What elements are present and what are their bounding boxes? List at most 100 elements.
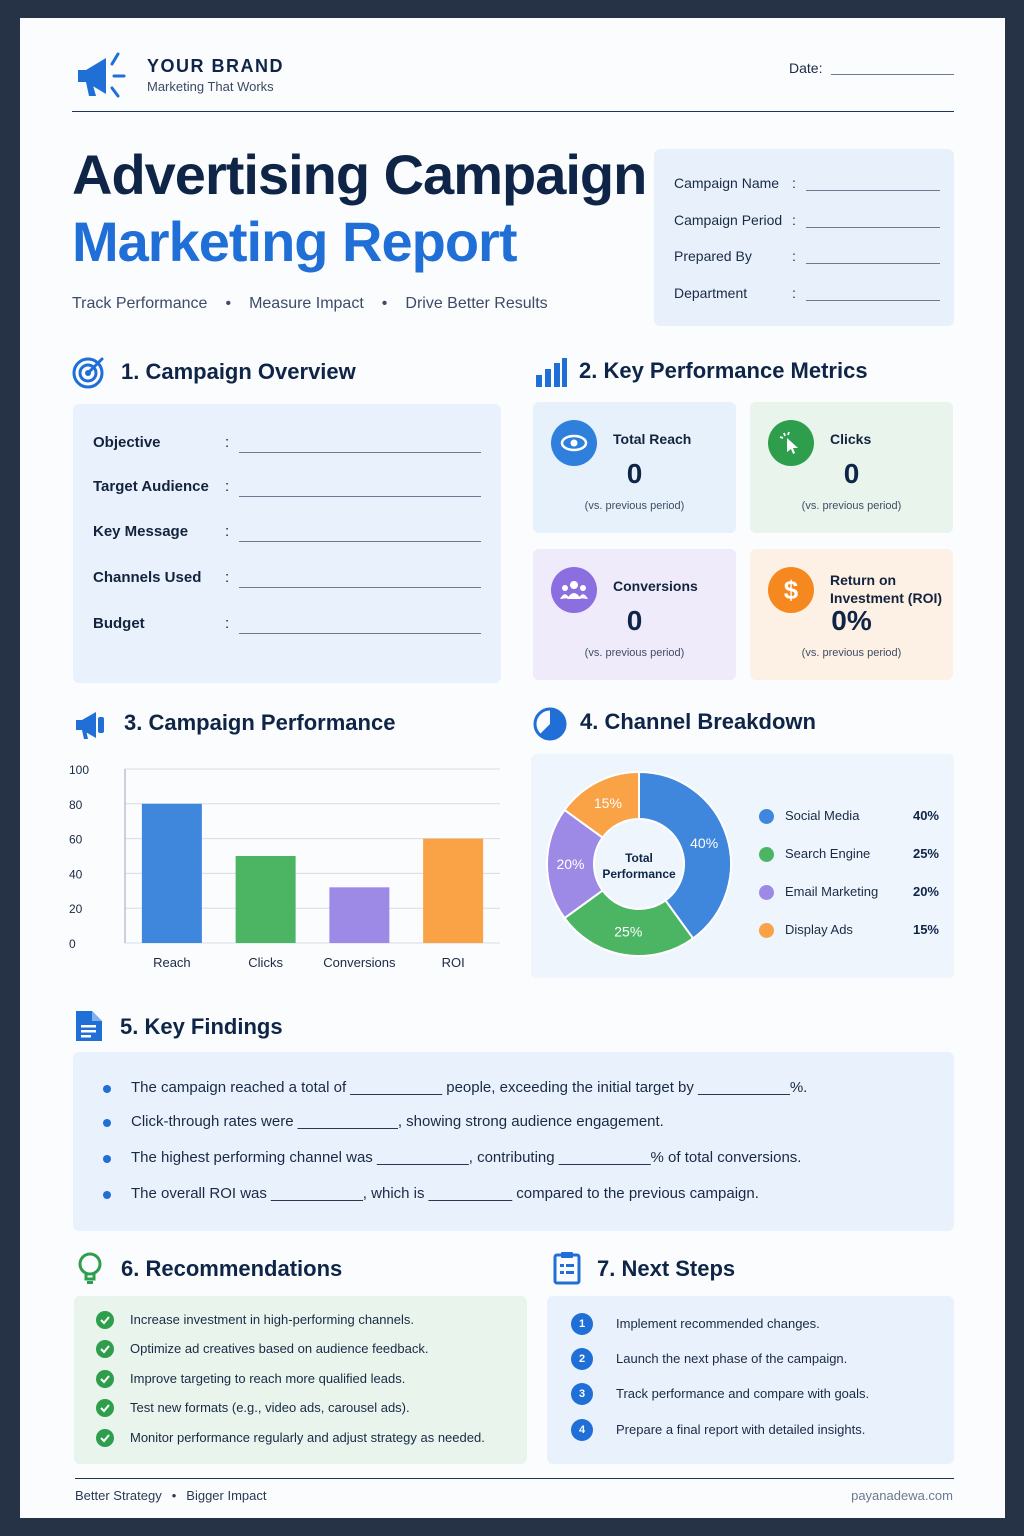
slice-value-label: 40% <box>690 835 718 851</box>
colon: : <box>225 523 230 540</box>
colon: : <box>792 248 796 264</box>
metric-card-reach: Total Reach 0 (vs. previous period) <box>533 402 736 533</box>
recommendation-text: Increase investment in high-performing c… <box>130 1312 414 1327</box>
campaign-info-box: Campaign Name : Campaign Period : Prepar… <box>654 149 954 326</box>
legend-label: Social Media <box>785 808 860 823</box>
recommendation-text: Optimize ad creatives based on audience … <box>130 1341 429 1356</box>
tagline-separator: • <box>381 295 388 312</box>
metric-note: (vs. previous period) <box>584 647 685 659</box>
donut-slice-social-media <box>638 770 732 940</box>
donut-center-label: Total <box>625 851 653 865</box>
overview-row: Objective : <box>93 434 483 456</box>
metric-value: 0 <box>626 458 643 489</box>
footer-tagline: Better Strategy • Bigger Impact <box>75 1488 266 1503</box>
department-field[interactable] <box>806 300 940 301</box>
metric-card-conversions: Conversions 0 (vs. previous period) <box>533 549 736 680</box>
campaign-name-field[interactable] <box>806 190 940 191</box>
y-tick-label: 80 <box>69 798 83 812</box>
section-title-findings: 5. Key Findings <box>120 1014 283 1039</box>
legend-value: 40% <box>912 808 939 823</box>
footer-website[interactable]: payanadewa.com <box>851 1488 953 1503</box>
key-message-field[interactable] <box>239 541 481 542</box>
y-tick-label: 60 <box>69 833 83 847</box>
date-field[interactable] <box>831 74 954 75</box>
legend-label: Email Marketing <box>785 884 879 899</box>
campaign-period-field[interactable] <box>806 227 940 228</box>
colon: : <box>225 569 230 586</box>
metric-label: Conversions <box>613 578 698 594</box>
legend-swatch <box>759 885 774 900</box>
tagline-item: Measure Impact <box>249 295 364 312</box>
colon: : <box>225 478 230 495</box>
legend-label: Search Engine <box>785 846 871 861</box>
recommendations-panel: Increase investment in high-performing c… <box>74 1296 527 1464</box>
overview-label: Budget <box>93 615 145 632</box>
x-tick-label: Clicks <box>248 955 283 970</box>
target-audience-field[interactable] <box>239 496 481 497</box>
tagline-item: Track Performance <box>72 295 208 312</box>
prepared-by-field[interactable] <box>806 263 940 264</box>
footer-separator: • <box>171 1488 177 1503</box>
step-text: Launch the next phase of the campaign. <box>616 1351 848 1366</box>
legend-row: Search Engine 25% <box>759 845 939 865</box>
section-title-overview: 1. Campaign Overview <box>121 359 356 384</box>
x-tick-label: Reach <box>153 955 191 970</box>
legend-value: 25% <box>912 846 939 861</box>
bar-conversions <box>329 887 390 943</box>
legend-row: Social Media 40% <box>759 807 939 827</box>
dollar-icon: $ <box>768 567 814 613</box>
info-label: Campaign Name <box>674 175 780 191</box>
colon: : <box>792 175 796 191</box>
info-row: Campaign Period : <box>674 212 944 232</box>
brand-tagline: Marketing That Works <box>147 79 274 94</box>
step-text: Implement recommended changes. <box>616 1316 820 1331</box>
section-title-performance: 3. Campaign Performance <box>124 710 396 735</box>
megaphone-icon <box>76 712 104 739</box>
info-row: Campaign Name : <box>674 175 944 195</box>
finding-text: The highest performing channel was _____… <box>131 1149 802 1166</box>
pie-chart-icon <box>533 707 567 741</box>
document-icon <box>76 1011 102 1041</box>
report-page: YOUR BRAND Marketing That Works Date: Ad… <box>20 18 1005 1518</box>
legend-value: 20% <box>912 884 939 899</box>
donut-slice-display-ads <box>563 770 640 839</box>
users-icon <box>551 567 597 613</box>
report-title-line1: Advertising Campaign <box>72 143 647 206</box>
metric-note: (vs. previous period) <box>801 647 902 659</box>
objective-field[interactable] <box>239 452 481 453</box>
legend-swatch <box>759 923 774 938</box>
next-steps-panel: 1 Implement recommended changes. 2 Launc… <box>547 1296 954 1464</box>
step-text: Prepare a final report with detailed ins… <box>616 1422 866 1437</box>
footer-divider <box>75 1478 954 1479</box>
recommendation-text: Test new formats (e.g., video ads, carou… <box>130 1400 410 1415</box>
step-number: 2 <box>571 1348 593 1370</box>
channel-breakdown-panel: 40% 25% 20% 15% Total Performance Social Medi… <box>531 754 954 978</box>
step-text: Track performance and compare with goals… <box>616 1386 870 1401</box>
bullet <box>103 1155 111 1163</box>
bullet <box>103 1085 111 1093</box>
legend-swatch <box>759 847 774 862</box>
overview-label: Objective <box>93 434 161 451</box>
legend-value: 15% <box>912 922 939 937</box>
findings-panel: The campaign reached a total of ________… <box>73 1052 954 1231</box>
legend-row: Display Ads 15% <box>759 921 939 941</box>
info-row: Prepared By : <box>674 248 944 268</box>
clipboard-icon <box>553 1252 581 1285</box>
target-icon <box>72 357 104 389</box>
channels-used-field[interactable] <box>239 587 481 588</box>
tagline-item: Drive Better Results <box>405 295 548 312</box>
bullet <box>103 1119 111 1127</box>
finding-text: The overall ROI was ___________, which i… <box>131 1185 759 1202</box>
budget-field[interactable] <box>239 633 481 634</box>
slice-value-label: 20% <box>556 856 584 872</box>
x-tick-label: Conversions <box>323 955 396 970</box>
info-row: Department : <box>674 285 944 305</box>
info-label: Prepared By <box>674 248 752 264</box>
channel-donut-chart: 40% 25% 20% 15% Total Performance <box>546 770 732 957</box>
metric-card-clicks: Clicks 0 (vs. previous period) <box>750 402 953 533</box>
metric-value: 0 <box>843 458 860 489</box>
title-tagline: Track Performance • Measure Impact • Dri… <box>72 295 548 313</box>
donut-center-label: Performance <box>602 867 676 881</box>
overview-row: Channels Used : <box>93 569 483 591</box>
bullet <box>103 1191 111 1199</box>
